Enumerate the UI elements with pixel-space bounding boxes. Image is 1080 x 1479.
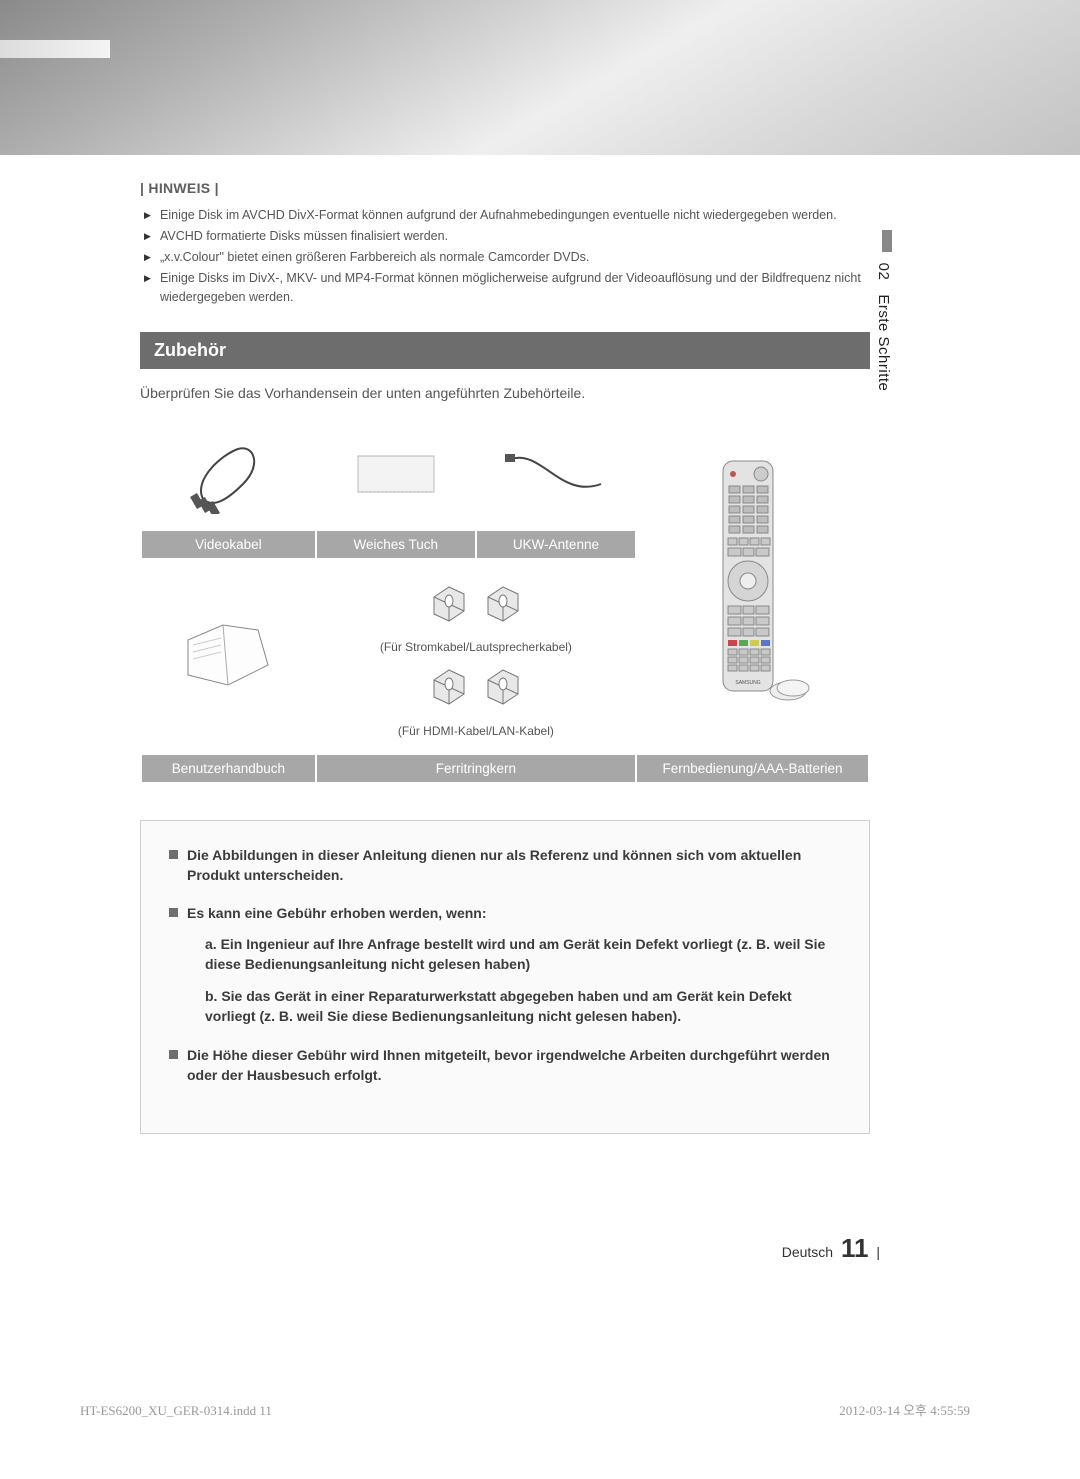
info-bullet: Die Höhe dieser Gebühr wird Ihnen mitget…	[169, 1045, 841, 1086]
svg-text:SAMSUNG: SAMSUNG	[735, 680, 760, 686]
note-item: „x.v.Colour" bietet einen größeren Farbb…	[144, 248, 870, 266]
side-tab: 02 Erste Schritte	[875, 230, 892, 391]
info-sub-item: a. Ein Ingenieur auf Ihre Anfrage bestel…	[187, 934, 841, 975]
ferrite-caption-1: (Für Stromkabel/Lautsprecherkabel)	[321, 639, 631, 656]
info-bullet: Die Abbildungen in dieser Anleitung dien…	[169, 845, 841, 886]
ferrite-label: Ferritringkern	[316, 754, 636, 783]
ferrite-core-icon	[424, 662, 474, 712]
note-item: Einige Disks im DivX-, MKV- und MP4-Form…	[144, 269, 870, 305]
fm-antenna-image	[476, 422, 636, 530]
manual-label: Benutzerhandbuch	[141, 754, 316, 783]
manual-image	[141, 559, 316, 754]
side-tab-num: 02	[875, 263, 892, 281]
section-title: Zubehör	[140, 332, 870, 369]
ferrite-caption-2: (Für HDMI-Kabel/LAN-Kabel)	[321, 723, 631, 740]
cable-icon	[183, 434, 273, 514]
banner-fold	[0, 40, 110, 58]
page-content: | HINWEIS | Einige Disk im AVCHD DivX-Fo…	[140, 180, 870, 1134]
ferrite-core-icon	[478, 579, 528, 629]
doc-meta-timestamp: 2012-03-14 오후 4:55:59	[839, 1400, 970, 1419]
page-footer: Deutsch 11 |	[782, 1233, 880, 1264]
side-tab-chip	[882, 230, 892, 252]
note-item: Einige Disk im AVCHD DivX-Format können …	[144, 206, 870, 224]
info-bullet-text: Es kann eine Gebühr erhoben werden, wenn…	[187, 905, 487, 921]
antenna-icon	[501, 444, 611, 504]
info-bullet: Es kann eine Gebühr erhoben werden, wenn…	[169, 903, 841, 1026]
ferrite-core-icon	[478, 662, 528, 712]
ferrite-core-icon	[424, 579, 474, 629]
side-tab-label: Erste Schritte	[875, 294, 892, 391]
info-sub-item: b. Sie das Gerät in einer Reparaturwerks…	[187, 986, 841, 1027]
remote-image: SAMSUNG	[636, 422, 869, 754]
ferrite-image: (Für Stromkabel/Lautsprecherkabel) (Für …	[316, 559, 636, 754]
footer-lang: Deutsch	[782, 1244, 833, 1260]
section-intro: Überprüfen Sie das Vorhandensein der unt…	[140, 385, 870, 401]
cloth-icon	[346, 444, 446, 504]
video-cable-image	[141, 422, 316, 530]
doc-meta-file: HT-ES6200_XU_GER-0314.indd 11	[80, 1403, 272, 1419]
info-box: Die Abbildungen in dieser Anleitung dien…	[140, 820, 870, 1135]
soft-cloth-image	[316, 422, 476, 530]
soft-cloth-label: Weiches Tuch	[316, 530, 476, 559]
footer-bar: |	[876, 1244, 880, 1260]
video-cable-label: Videokabel	[141, 530, 316, 559]
top-banner	[0, 0, 1080, 155]
note-item: AVCHD formatierte Disks müssen finalisie…	[144, 227, 870, 245]
fm-antenna-label: UKW-Antenne	[476, 530, 636, 559]
remote-icon: SAMSUNG	[693, 456, 813, 716]
footer-page-number: 11	[841, 1233, 869, 1263]
manual-icon	[173, 610, 283, 700]
note-list: Einige Disk im AVCHD DivX-Format können …	[144, 206, 870, 306]
accessories-table: SAMSUNG Videokabel Weiches Tuch UKW-Ante…	[140, 421, 870, 784]
note-heading: | HINWEIS |	[140, 180, 870, 196]
remote-label: Fernbedienung/AAA-Batterien	[636, 754, 869, 783]
